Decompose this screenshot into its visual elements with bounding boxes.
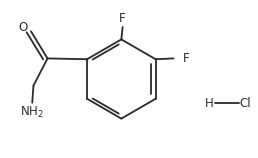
Text: F: F — [183, 52, 190, 65]
Text: Cl: Cl — [239, 97, 251, 109]
Text: O: O — [18, 21, 27, 34]
Text: F: F — [119, 12, 126, 25]
Text: H: H — [205, 97, 214, 109]
Text: NH$_2$: NH$_2$ — [20, 104, 44, 120]
